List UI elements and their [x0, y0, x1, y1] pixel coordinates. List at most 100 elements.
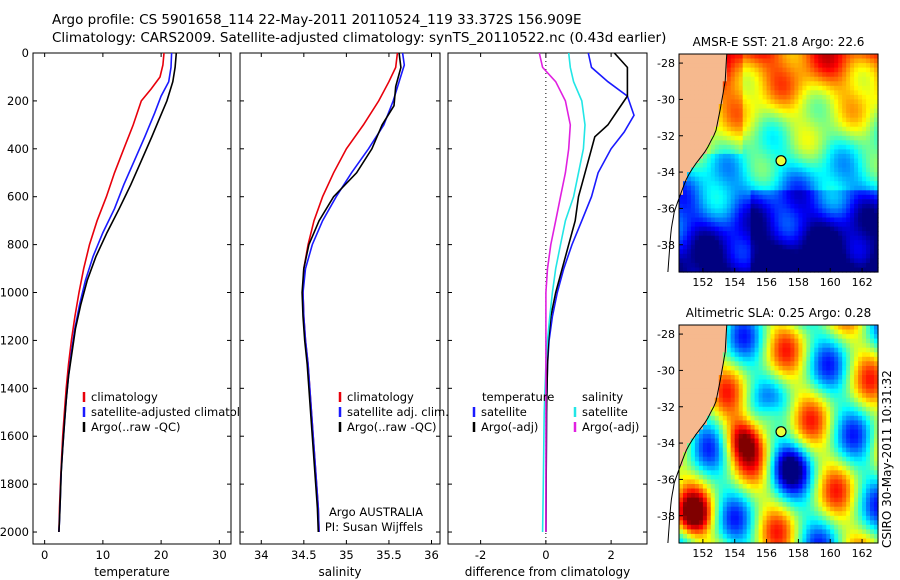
sla-map-cell — [687, 325, 692, 331]
sst-map-cell — [714, 163, 720, 169]
sla-map-cell — [802, 347, 807, 353]
sst-map-cell — [698, 122, 704, 128]
sla-map-cell — [822, 397, 827, 403]
sst-map-cell — [782, 240, 788, 246]
sla-map-cell — [798, 524, 803, 530]
sla-map-cell — [862, 474, 867, 480]
sst-map-cell — [722, 108, 728, 114]
sla-map-cell — [774, 533, 780, 539]
sla-map-cell — [826, 338, 831, 344]
sst-map-cell — [834, 104, 839, 110]
sla-map-cell — [778, 393, 784, 399]
sla-map-cell — [683, 438, 688, 444]
sla-map-cell — [694, 452, 700, 458]
sla-map-cell — [698, 456, 704, 462]
sst-map-cell — [718, 149, 724, 155]
sla-map-cell — [774, 474, 780, 480]
sla-map-cell — [782, 424, 788, 430]
sst-map-cell — [794, 104, 799, 110]
sla-map-cell — [850, 352, 855, 358]
sst-map-cell — [810, 140, 815, 146]
sst-map-cell — [730, 158, 736, 164]
sla-map-cell — [679, 334, 684, 340]
sla-map-cell — [718, 415, 724, 421]
sst-map-cell — [846, 194, 851, 200]
sla-map-cell — [706, 338, 712, 344]
sla-map-cell — [806, 379, 811, 385]
sst-map-cell — [870, 244, 875, 250]
sla-map-cell — [726, 524, 732, 530]
sst-map-cell — [862, 104, 867, 110]
sla-map-cell — [774, 452, 780, 458]
sst-map-cell — [806, 267, 811, 273]
sst-map-cell — [838, 72, 843, 78]
sst-map-cell — [687, 190, 692, 196]
sla-map-cell — [842, 520, 847, 526]
sst-map-cell — [702, 249, 708, 255]
sst-map-cell — [858, 226, 863, 232]
sst-map-cell — [874, 76, 879, 82]
sst-map-cell — [734, 153, 740, 159]
sla-map-cell — [714, 329, 720, 335]
sst-map-cell — [862, 244, 867, 250]
sst-map-cell — [754, 85, 760, 91]
sst-map-cell — [683, 99, 688, 105]
sla-map-cell — [794, 361, 799, 367]
sla-map-cell — [802, 461, 807, 467]
sla-map-cell — [730, 533, 736, 539]
sst-map-cell — [698, 222, 704, 228]
sst-map-cell — [734, 144, 740, 150]
sst-map-cell — [730, 85, 736, 91]
sla-map-cell — [770, 406, 776, 412]
sla-map-cell — [866, 497, 871, 503]
sst-map-cell — [766, 117, 772, 123]
sst-map-cell — [774, 122, 780, 128]
sla-map-cell — [822, 488, 827, 494]
depth-tick-label: 1400 — [0, 381, 29, 395]
sst-map-cell — [710, 144, 716, 150]
sla-map-cell — [822, 524, 827, 530]
sst-map-cell — [830, 158, 835, 164]
sla-map-cell — [734, 424, 740, 430]
sst-map-cell — [870, 135, 875, 141]
sst-map-cell — [687, 185, 692, 191]
sla-map-cell — [683, 356, 688, 362]
sst-map-cell — [687, 222, 692, 228]
sla-map-cell — [826, 361, 831, 367]
sla-map-cell — [702, 479, 708, 485]
sla-map-cell — [842, 538, 847, 544]
sst-map-cell — [874, 213, 879, 219]
sst-map-cell — [754, 235, 760, 241]
sla-map-cell — [826, 343, 831, 349]
sla-map-cell — [778, 511, 784, 517]
sst-map-cell — [742, 104, 748, 110]
sst-map-cell — [834, 63, 839, 69]
sst-map-cell — [870, 194, 875, 200]
sst-map-cell — [778, 99, 784, 105]
sla-map-cell — [798, 434, 803, 440]
sst-map-cell — [762, 131, 768, 137]
sla-map-cell — [710, 456, 716, 462]
sst-map-cell — [683, 117, 688, 123]
sla-map-cell — [790, 361, 795, 367]
sla-map-cell — [806, 334, 811, 340]
sla-map-cell — [710, 502, 716, 508]
sla-map-cell — [770, 511, 776, 517]
sst-map-cell — [754, 226, 760, 232]
sla-map-cell — [722, 515, 728, 521]
sst-map-cell — [826, 99, 831, 105]
sla-map-cell — [814, 343, 819, 349]
sla-map-cell — [794, 461, 799, 467]
sst-map-cell — [802, 63, 807, 69]
sst-map-cell — [814, 135, 819, 141]
sla-map-cell — [726, 506, 732, 512]
sla-map-cell — [706, 465, 712, 471]
sst-map-cell — [687, 176, 692, 182]
sla-map-cell — [818, 461, 823, 467]
sla-map-cell — [810, 424, 815, 430]
sst-map-cell — [822, 54, 827, 60]
sst-map-cell — [786, 113, 792, 119]
sst-map-cell — [746, 90, 752, 96]
sla-map-cell — [778, 447, 784, 453]
sst-map-cell — [714, 240, 720, 246]
